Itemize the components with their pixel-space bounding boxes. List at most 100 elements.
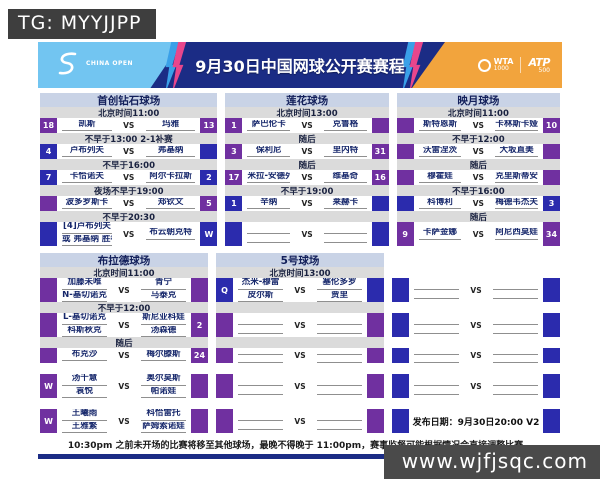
empty-name-line xyxy=(317,413,362,421)
vs-label: VS xyxy=(294,416,306,426)
empty-name-line xyxy=(414,387,459,395)
player-name: 青宁 xyxy=(141,278,186,290)
player-name: 米拉-安德列娃 xyxy=(247,172,291,184)
player-cell: 阿尼西莫娃 xyxy=(490,222,543,246)
player-name: 玛雅 xyxy=(145,120,196,132)
player-cell: 王曦雨 王雅繁 xyxy=(57,409,112,433)
session-label: 北京时间11:00 xyxy=(396,107,560,119)
spacer xyxy=(392,398,560,409)
empty-name-line xyxy=(238,317,283,325)
vs-label: VS xyxy=(301,229,313,239)
atp-tier-label: 500 xyxy=(538,66,550,74)
match-row: VS xyxy=(392,313,560,337)
player-name: 维基奇 xyxy=(324,172,367,184)
seed-badge: 1 xyxy=(225,196,243,211)
session-label: 不早于16:00 xyxy=(40,159,218,171)
seed-badge xyxy=(543,278,560,302)
court-column-2-1: 布拉德球场 北京时间11:00 加藤未唯 N-基切诺克 VS 青宁 马泰克 不早于12:00 L… xyxy=(40,253,208,433)
player-cell xyxy=(233,313,288,337)
player-name: 斯尼亚科娃 xyxy=(141,313,186,325)
player-cell xyxy=(488,313,543,337)
vs-label: VS xyxy=(472,121,484,130)
player-cell: 阿尔卡拉斯 xyxy=(141,170,201,185)
seed-badge: 5 xyxy=(200,196,218,211)
player-name: 凯斯 xyxy=(62,120,112,132)
player-name: 科斯秋克 xyxy=(62,326,107,337)
vs-label: VS xyxy=(472,229,484,239)
player-name: 科博利 xyxy=(418,198,462,210)
wta-1000-logo: WTA 1000 xyxy=(477,58,513,72)
session-label: 随后 xyxy=(225,133,389,145)
match-row: VS xyxy=(392,348,560,363)
player-cell: 维基奇 xyxy=(319,170,372,185)
match-row: 7 卡恰诺夫 VS 阿尔卡拉斯 2 xyxy=(40,170,218,185)
seed-badge xyxy=(191,409,208,433)
vs-label: VS xyxy=(123,229,135,239)
player-name: 或 弗基纳 胜者 xyxy=(62,235,112,246)
match-row: 9 卡萨金娜 VS 阿尼西莫娃 34 xyxy=(396,222,560,246)
vs-label: VS xyxy=(301,173,313,182)
seed-badge xyxy=(367,278,384,302)
session-label: 夜场不早于19:00 xyxy=(40,185,218,197)
player-name: 克鲁格 xyxy=(324,120,367,132)
seed-badge: 7 xyxy=(40,170,57,185)
seed-badge xyxy=(191,374,208,398)
player-name: 贾里 xyxy=(317,291,362,302)
seed-badge: 34 xyxy=(543,222,560,246)
player-cell: 玛雅 xyxy=(141,118,201,133)
player-cell: 布克沙 xyxy=(57,348,112,363)
session-label: 北京时间13:00 xyxy=(216,267,384,279)
seed-badge xyxy=(392,278,409,302)
match-row: 加藤未唯 N-基切诺克 VS 青宁 马泰克 xyxy=(40,278,208,302)
session-label: 不早于16:00 xyxy=(396,185,560,197)
empty-name-line xyxy=(238,422,283,430)
session-label: 北京时间13:00 xyxy=(225,107,389,119)
player-cell: 科博利 xyxy=(414,196,467,211)
vs-label: VS xyxy=(470,351,482,360)
player-cell: 穆霍娃 xyxy=(414,170,467,185)
player-cell xyxy=(312,374,367,398)
player-name: 卢布列夫 xyxy=(62,146,112,158)
player-name: 辛纳 xyxy=(247,198,291,210)
vs-label: VS xyxy=(123,173,135,182)
seed-badge: W xyxy=(40,409,57,433)
player-cell: 科恰雷托 萨姆索诺娃 xyxy=(136,409,191,433)
empty-name-line xyxy=(317,317,362,325)
player-name: 克里斯蒂安 xyxy=(495,172,538,184)
seed-badge xyxy=(392,313,409,337)
seed-badge: 3 xyxy=(225,144,243,159)
player-cell xyxy=(312,409,367,433)
vs-label: VS xyxy=(123,121,135,130)
empty-name-line xyxy=(493,326,538,334)
empty-name-line xyxy=(247,235,291,243)
courts-section-2: 布拉德球场 北京时间11:00 加藤未唯 N-基切诺克 VS 青宁 马泰克 不早于12:00 L… xyxy=(38,253,562,433)
schedule-card: CHINA OPEN 9月30日中国网球公开赛赛程 WTA 1000 ATP 5… xyxy=(38,42,562,459)
atp-500-logo: ATP 500 xyxy=(528,57,550,74)
seed-badge xyxy=(40,313,57,337)
player-cell xyxy=(409,313,464,337)
empty-name-line xyxy=(414,378,459,386)
match-row: 4 卢布列夫 VS 弗基纳 xyxy=(40,144,218,159)
player-name: 汤森德 xyxy=(141,326,186,337)
match-row: 波多罗斯卡 VS 郑钦文 5 xyxy=(40,196,218,211)
court-column-1-3: 映月球场 北京时间11:00 斯特恩斯 VS 卡林斯卡娅 10 不早于12:00 沃雷涅茨 VS… xyxy=(396,93,560,246)
court-column-2-2: 5号球场 北京时间13:00 Q 杰米-穆雷 皮尔斯 VS 塞伦多罗 贾里 VS VS VS VS xyxy=(216,253,384,433)
player-name: L-基切诺克 xyxy=(62,313,107,325)
player-name: 布云朝克特 xyxy=(145,228,196,240)
match-row: 布克沙 VS 梅尔滕斯 24 xyxy=(40,348,208,363)
wta-ring-icon xyxy=(477,58,491,72)
empty-name-line xyxy=(238,413,283,421)
player-name: 帕诺娃 xyxy=(141,387,186,398)
player-cell: 辛纳 xyxy=(242,196,295,211)
footer-note: 10:30pm 之前未开场的比赛将移至其他球场，最晚不得晚于 11:00pm，赛… xyxy=(67,441,533,451)
seed-badge: 16 xyxy=(371,170,389,185)
session-label: 不早于13:00 2-1补赛 xyxy=(40,133,218,145)
vs-label: VS xyxy=(301,147,313,156)
seed-badge xyxy=(396,196,414,211)
court-column-1-1: 首创钻石球场 北京时间11:00 18 凯斯 VS 玛雅 13 不早于13:00 2-1补赛 4… xyxy=(40,93,218,246)
wta-tier-label: 1000 xyxy=(493,65,509,72)
vs-label: VS xyxy=(472,173,484,182)
session-label: 随后 xyxy=(396,159,560,171)
session-label: 不早于19:00 xyxy=(225,185,389,197)
seed-badge: 31 xyxy=(371,144,389,159)
